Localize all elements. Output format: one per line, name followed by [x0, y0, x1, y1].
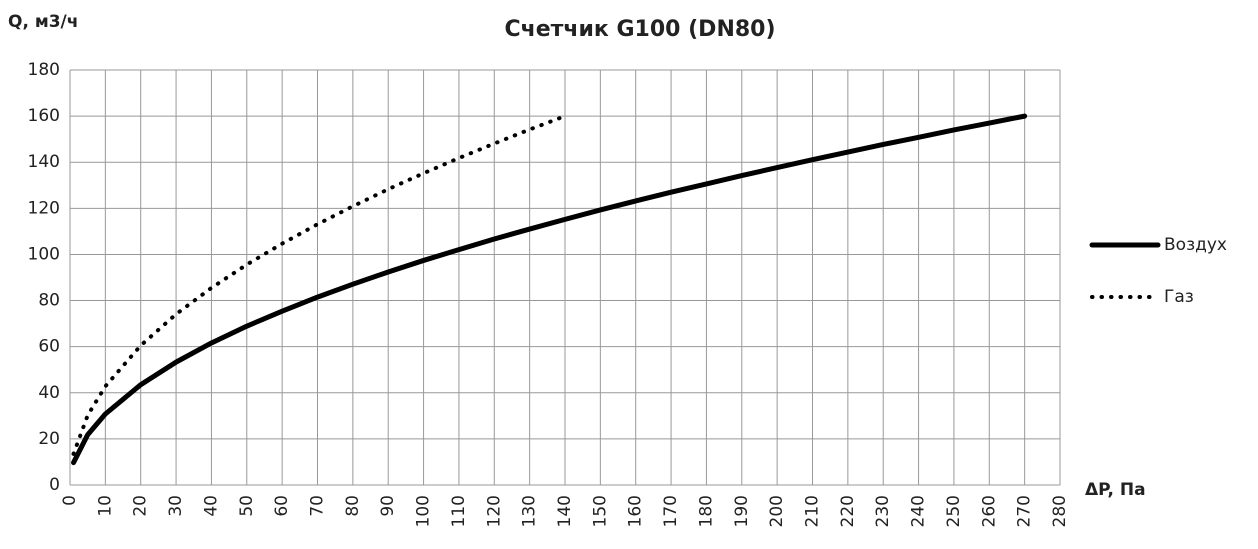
- x-tick-label: 220: [838, 495, 858, 527]
- y-tick-label: 20: [38, 429, 60, 449]
- y-tick-label: 100: [28, 244, 60, 264]
- x-tick-label: 250: [944, 495, 964, 527]
- chart-title: Счетчик G100 (DN80): [504, 17, 775, 42]
- y-axis-label: Q, м3/ч: [8, 12, 78, 32]
- x-tick-label: 70: [308, 495, 328, 517]
- y-tick-label: 160: [28, 106, 60, 126]
- x-tick-label: 270: [1015, 495, 1035, 527]
- x-tick-label: 20: [131, 495, 151, 517]
- x-tick-label: 240: [909, 495, 929, 527]
- y-tick-label: 60: [38, 337, 60, 357]
- x-tick-label: 60: [272, 495, 292, 517]
- y-tick-label: 40: [38, 383, 60, 403]
- x-tick-label: 170: [661, 495, 681, 527]
- x-tick-label: 40: [201, 495, 221, 517]
- x-tick-label: 110: [449, 495, 469, 527]
- x-tick-label: 0: [60, 495, 80, 506]
- y-tick-label: 80: [38, 291, 60, 311]
- y-tick-label: 180: [28, 60, 60, 80]
- y-tick-label: 120: [28, 198, 60, 218]
- x-tick-label: 150: [590, 495, 610, 527]
- x-tick-label: 120: [484, 495, 504, 527]
- legend-label: Газ: [1164, 287, 1194, 307]
- x-tick-label: 280: [1050, 495, 1070, 527]
- x-tick-label: 180: [696, 495, 716, 527]
- x-tick-label: 10: [95, 495, 115, 517]
- legend-label: Воздух: [1164, 235, 1227, 255]
- x-tick-label: 210: [803, 495, 823, 527]
- x-tick-label: 200: [767, 495, 787, 527]
- series-line: [71, 113, 1028, 466]
- y-tick-label: 0: [49, 475, 60, 495]
- x-tick-label: 50: [237, 495, 257, 517]
- y-tick-label: 140: [28, 152, 60, 172]
- x-tick-label: 100: [414, 495, 434, 527]
- x-tick-label: 160: [626, 495, 646, 527]
- x-tick-label: 130: [520, 495, 540, 527]
- series-line: [71, 114, 567, 456]
- x-tick-label: 190: [732, 495, 752, 527]
- x-tick-label: 260: [979, 495, 999, 527]
- x-tick-label: 80: [343, 495, 363, 517]
- x-axis-label: ΔP, Па: [1085, 480, 1146, 500]
- x-tick-label: 90: [378, 495, 398, 517]
- x-tick-label: 30: [166, 495, 186, 517]
- x-tick-label: 140: [555, 495, 575, 527]
- x-tick-label: 230: [873, 495, 893, 527]
